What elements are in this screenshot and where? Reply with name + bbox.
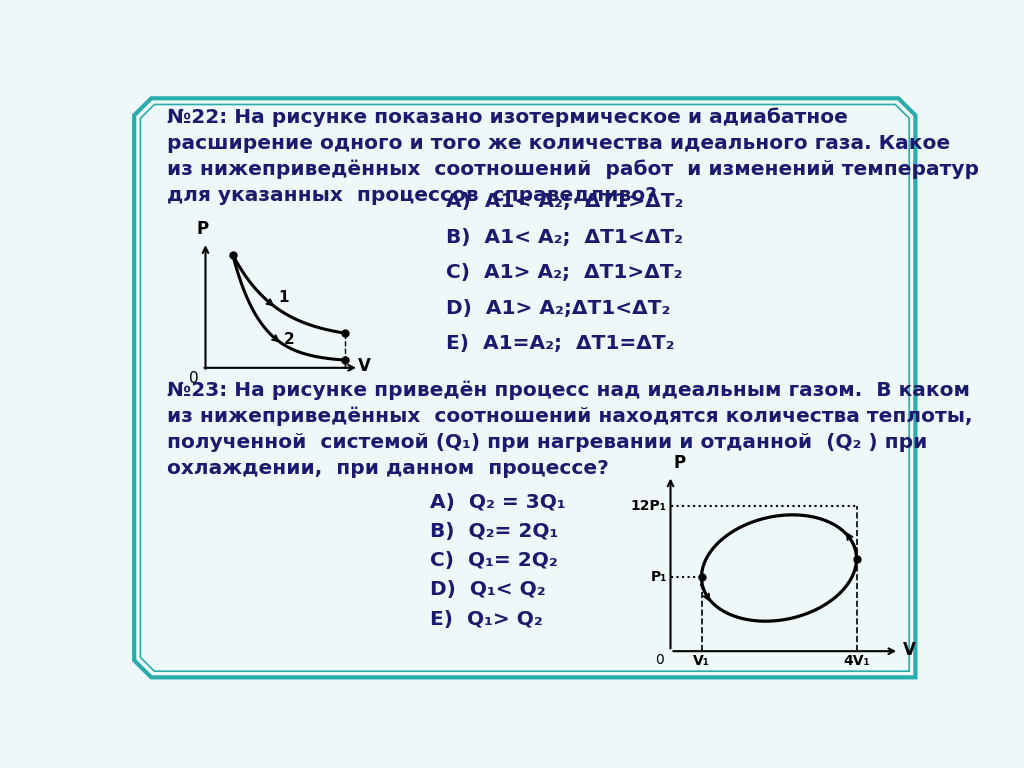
Text: охлаждении,  при данном  процессе?: охлаждении, при данном процессе? [167, 458, 608, 478]
Text: 2: 2 [284, 333, 295, 347]
Text: V₁: V₁ [693, 654, 710, 668]
Text: V: V [358, 357, 371, 376]
Text: из нижеприведённых  соотношений находятся количества теплоты,: из нижеприведённых соотношений находятся… [167, 406, 972, 425]
Text: P: P [674, 454, 686, 472]
Text: A)  Q₂ = 3Q₁: A) Q₂ = 3Q₁ [430, 492, 566, 511]
Text: C)  Q₁= 2Q₂: C) Q₁= 2Q₂ [430, 551, 558, 570]
Text: E)  A1=A₂;  ΔT1=ΔT₂: E) A1=A₂; ΔT1=ΔT₂ [445, 334, 674, 353]
Text: A)  A1< A₂;  ΔT1>ΔT₂: A) A1< A₂; ΔT1>ΔT₂ [445, 192, 683, 211]
Text: 4V₁: 4V₁ [843, 654, 869, 668]
Text: 12P₁: 12P₁ [631, 499, 667, 514]
Polygon shape [134, 98, 915, 677]
Text: №23: На рисунке приведён процесс над идеальным газом.  В каком: №23: На рисунке приведён процесс над иде… [167, 380, 970, 399]
Text: 1: 1 [279, 290, 289, 305]
Text: №22: На рисунке показано изотермическое и адиабатное: №22: На рисунке показано изотермическое … [167, 108, 848, 127]
Text: E)  Q₁> Q₂: E) Q₁> Q₂ [430, 610, 543, 628]
Text: 0: 0 [655, 654, 665, 667]
Text: для указанных  процессов  справедливо?: для указанных процессов справедливо? [167, 186, 656, 205]
Text: 0: 0 [188, 371, 199, 386]
Text: P: P [197, 220, 209, 237]
Text: из нижеприведённых  соотношений  работ  и изменений температур: из нижеприведённых соотношений работ и и… [167, 160, 979, 180]
Text: B)  Q₂= 2Q₁: B) Q₂= 2Q₁ [430, 521, 558, 541]
Text: D)  Q₁< Q₂: D) Q₁< Q₂ [430, 581, 546, 599]
Text: P₁: P₁ [650, 571, 667, 584]
Text: B)  A1< A₂;  ΔT1<ΔT₂: B) A1< A₂; ΔT1<ΔT₂ [445, 227, 683, 247]
Text: V: V [903, 641, 915, 659]
Text: C)  A1> A₂;  ΔT1>ΔT₂: C) A1> A₂; ΔT1>ΔT₂ [445, 263, 682, 282]
Text: D)  A1> A₂;ΔT1<ΔT₂: D) A1> A₂;ΔT1<ΔT₂ [445, 299, 670, 317]
Text: полученной  системой (Q₁) при нагревании и отданной  (Q₂ ) при: полученной системой (Q₁) при нагревании … [167, 432, 927, 452]
Text: расширение одного и того же количества идеального газа. Какое: расширение одного и того же количества и… [167, 134, 950, 153]
